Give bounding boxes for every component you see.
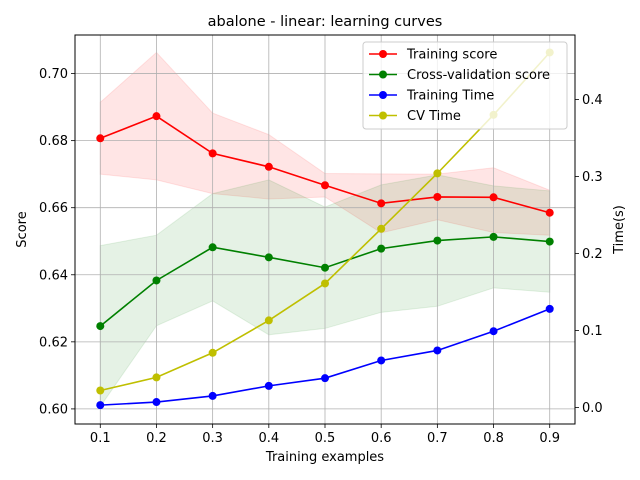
series-point-3 [264, 316, 273, 325]
series-point-0 [96, 134, 105, 143]
x-axis-ticks: 0.1 0.2 0.3 0.4 0.5 0.6 0.7 0.8 0.9 [90, 424, 560, 446]
grid-lines [75, 35, 575, 424]
series-point-0 [489, 193, 498, 202]
series-point-2 [264, 381, 273, 390]
series-point-2 [433, 346, 442, 355]
y-tick-label: 0.64 [39, 268, 68, 283]
legend: Training score Cross-validation score Trai… [362, 41, 568, 130]
legend-swatch-marker [379, 50, 387, 58]
series-point-1 [321, 263, 329, 272]
y2-tick-label: 0.0 [582, 401, 603, 416]
legend-box [362, 41, 568, 130]
x-tick-label: 0.2 [146, 431, 167, 446]
series-point-3 [377, 224, 386, 233]
series-point-1 [489, 232, 498, 241]
y-axis-ticks: 0.60 0.62 0.64 0.66 0.68 0.70 [39, 67, 75, 417]
y2-tick-label: 0.4 [582, 93, 603, 108]
series-point-0 [377, 199, 386, 208]
series-point-2 [545, 304, 554, 313]
series-point-1 [264, 253, 273, 262]
x-tick-label: 0.8 [483, 431, 504, 446]
series-point-3 [433, 169, 442, 178]
series-point-2 [152, 398, 161, 407]
series-point-0 [321, 181, 329, 190]
series-lines [96, 48, 554, 410]
y2-tick-label: 0.3 [582, 170, 603, 185]
legend-swatch-marker [379, 91, 387, 99]
y-tick-label: 0.60 [39, 402, 68, 417]
series-point-3 [321, 279, 329, 288]
series-point-0 [264, 162, 273, 171]
y2-axis-label: Time(s) [612, 205, 627, 255]
x-tick-label: 0.5 [315, 431, 336, 446]
x-tick-label: 0.3 [202, 431, 223, 446]
y2-axis-ticks: 0.0 0.1 0.2 0.3 0.4 [575, 93, 603, 416]
series-point-1 [152, 276, 161, 285]
x-tick-label: 0.1 [90, 431, 111, 446]
y-tick-label: 0.66 [39, 201, 68, 216]
series-point-0 [152, 112, 161, 121]
series-point-1 [433, 236, 442, 245]
series-point-2 [96, 401, 105, 410]
x-tick-label: 0.6 [371, 431, 392, 446]
legend-label-2: Training Time [406, 89, 494, 104]
x-tick-label: 0.9 [539, 431, 560, 446]
y-tick-label: 0.62 [39, 335, 68, 350]
x-axis-label: Training examples [265, 450, 384, 465]
series-point-2 [321, 374, 329, 383]
series-point-2 [489, 327, 498, 336]
legend-swatch-marker [379, 111, 387, 120]
y2-tick-label: 0.2 [582, 247, 603, 262]
legend-label-3: CV Time [407, 109, 461, 124]
series-point-2 [208, 391, 217, 400]
legend-label-0: Training score [406, 48, 497, 63]
series-point-0 [545, 208, 554, 217]
legend-swatch-marker [379, 70, 387, 79]
series-point-1 [545, 237, 554, 246]
series-point-3 [152, 373, 161, 382]
x-tick-label: 0.4 [258, 431, 279, 446]
series-point-3 [208, 348, 217, 357]
series-point-2 [377, 356, 386, 365]
y-tick-label: 0.68 [39, 134, 68, 149]
series-point-3 [96, 386, 105, 395]
series-point-0 [208, 149, 217, 158]
legend-label-1: Cross-validation score [407, 68, 550, 83]
y-tick-label: 0.70 [39, 67, 68, 82]
series-point-1 [377, 244, 386, 253]
series-point-1 [208, 243, 217, 252]
y-axis-label: Score [15, 211, 30, 247]
chart-title: abalone - linear: learning curves [208, 14, 443, 30]
series-point-1 [96, 322, 105, 331]
x-tick-label: 0.7 [427, 431, 448, 446]
series-point-0 [433, 192, 442, 201]
y2-tick-label: 0.1 [582, 324, 603, 339]
